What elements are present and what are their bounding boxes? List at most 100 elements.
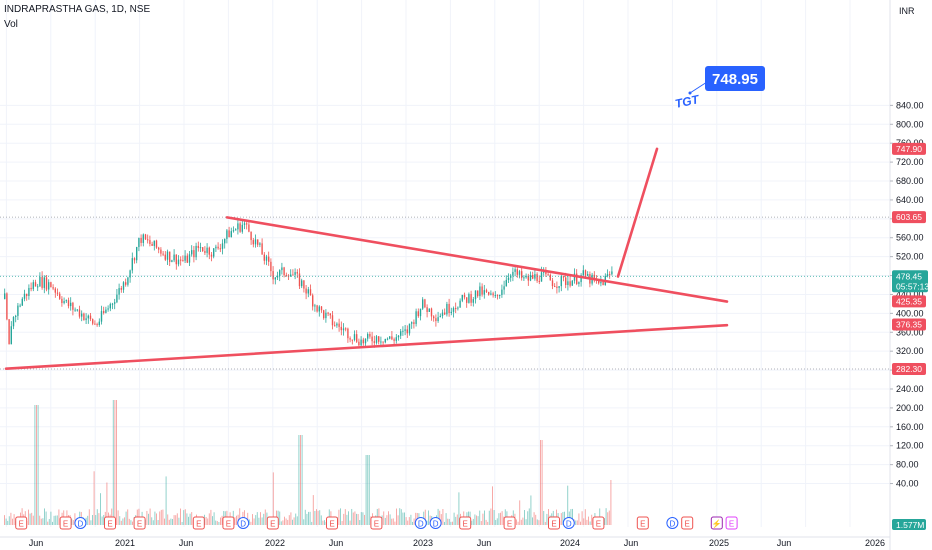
- candle-body: [382, 341, 384, 343]
- candle-body: [52, 287, 54, 289]
- volume-bar: [522, 517, 524, 525]
- volume-bar: [312, 495, 314, 525]
- volume-bar: [31, 512, 33, 525]
- volume-bar: [500, 512, 501, 525]
- volume-bar: [208, 513, 210, 525]
- candle-body: [70, 302, 72, 307]
- volume-bar: [40, 518, 42, 525]
- volume-bar: [292, 519, 293, 525]
- volume-bar: [72, 520, 74, 525]
- candle-body: [380, 341, 382, 343]
- volume-bar: [396, 508, 397, 525]
- volume-bar: [157, 520, 159, 525]
- price-axis-label: 520.00: [896, 252, 924, 262]
- candle-body: [417, 311, 419, 317]
- event-marker-label: D: [418, 520, 424, 529]
- candle-body: [116, 294, 118, 303]
- candle-body: [195, 245, 197, 258]
- volume-bar: [324, 520, 325, 525]
- candle-body: [72, 302, 74, 310]
- candle-body: [246, 223, 248, 225]
- earnings-marker: [459, 516, 472, 530]
- candle-body: [250, 231, 252, 241]
- candle-body: [283, 267, 285, 276]
- volume-bar: [280, 521, 282, 525]
- volume-bar: [50, 511, 52, 525]
- candle-body: [609, 274, 611, 276]
- volume-bar: [317, 510, 319, 525]
- candle-body: [169, 251, 171, 262]
- volume-bar: [397, 515, 399, 525]
- price-tag: [892, 363, 926, 375]
- candle-body: [98, 321, 100, 325]
- candle-body: [518, 271, 521, 275]
- candle-body: [303, 280, 305, 289]
- candle-body: [468, 294, 470, 303]
- candle-body: [384, 338, 386, 343]
- volume-bar: [528, 508, 530, 525]
- volume-bar: [540, 440, 541, 525]
- candle-body: [538, 280, 540, 282]
- candle-body: [186, 255, 188, 263]
- volume-bar: [100, 493, 101, 525]
- volume-bar: [264, 509, 266, 525]
- earnings-marker: [15, 516, 28, 530]
- candle-body: [364, 338, 367, 344]
- current-price-tag: [892, 270, 928, 293]
- volume-bar: [356, 513, 357, 525]
- candle-body: [235, 229, 237, 231]
- candle-body: [305, 288, 307, 294]
- volume-bar: [296, 516, 298, 525]
- volume-bar: [92, 515, 93, 525]
- earnings-marker: [681, 516, 694, 530]
- candle-body: [545, 271, 547, 275]
- candle-body: [512, 271, 514, 276]
- candle-body: [43, 277, 45, 288]
- target-box: [705, 66, 765, 91]
- event-marker-label: E: [729, 520, 734, 529]
- candle-body: [296, 272, 298, 274]
- candle-body: [138, 237, 140, 248]
- earnings-marker: [104, 516, 116, 530]
- breakout-projection-line: [616, 147, 659, 278]
- volume-bar: [186, 513, 188, 525]
- candle-body: [325, 312, 327, 319]
- volume-bar: [98, 513, 100, 525]
- volume-bar: [316, 509, 317, 525]
- volume-bar: [412, 521, 413, 525]
- candle-body: [171, 260, 173, 262]
- volume-bar: [583, 518, 585, 525]
- event-marker-label: E: [507, 520, 512, 529]
- candle-body: [10, 326, 12, 345]
- candle-body: [268, 256, 270, 262]
- candle-body: [466, 297, 468, 303]
- volume-bar: [541, 440, 543, 525]
- volume-bar: [488, 510, 490, 525]
- candle-body: [457, 307, 459, 309]
- candle-body: [532, 274, 534, 279]
- volume-bar: [498, 513, 500, 525]
- volume-bar: [479, 510, 481, 525]
- volume-bar: [132, 521, 133, 525]
- price-axis-label: 560.00: [896, 233, 924, 243]
- volume-bar: [101, 516, 103, 525]
- volume-bar: [122, 518, 124, 525]
- candle-body: [437, 317, 439, 322]
- volume-bar: [173, 515, 175, 525]
- candle-body: [371, 336, 373, 342]
- event-marker-label: E: [226, 520, 231, 529]
- candle-body: [272, 271, 274, 280]
- candle-body: [204, 251, 206, 253]
- volume-bar: [426, 520, 428, 525]
- volume-bar: [308, 511, 309, 525]
- volume-bar: [530, 495, 532, 525]
- volume-bar: [567, 485, 569, 525]
- volume-bar: [252, 514, 253, 525]
- time-axis-label: 2026: [865, 538, 885, 548]
- volume-bar: [216, 521, 218, 525]
- volume-bar: [56, 515, 58, 525]
- candle-body: [261, 243, 263, 255]
- volume-bar: [357, 514, 359, 525]
- candle-body: [349, 338, 351, 340]
